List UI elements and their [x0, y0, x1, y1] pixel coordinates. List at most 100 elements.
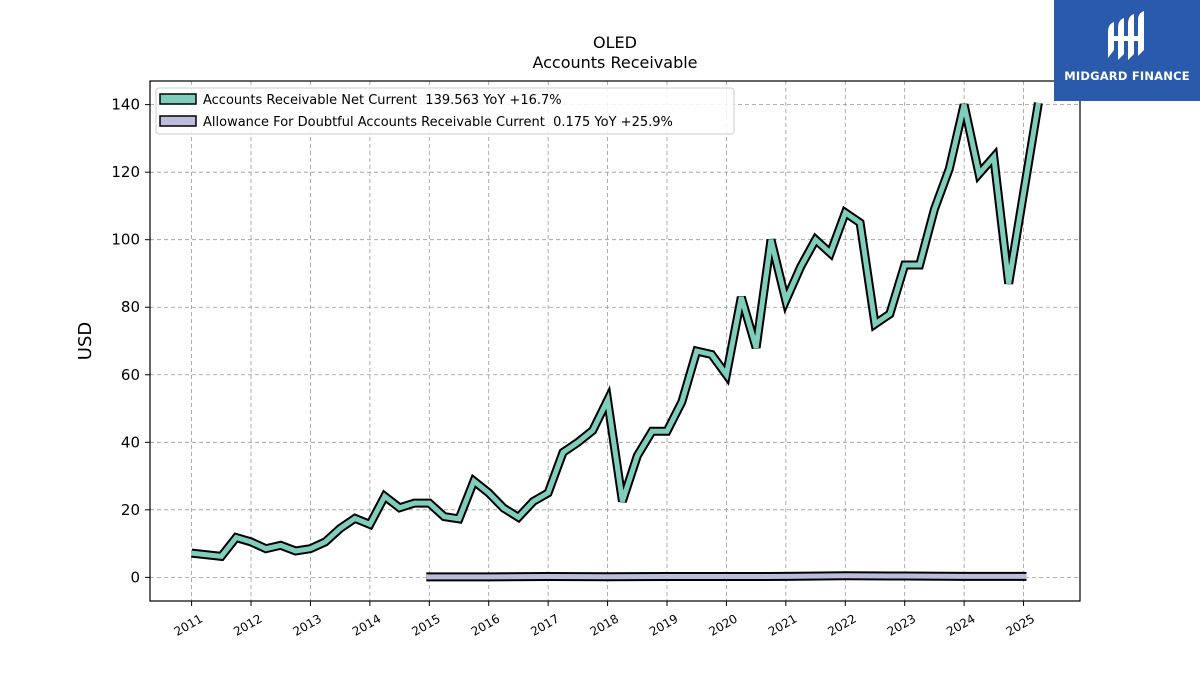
data-point [874, 323, 876, 325]
data-point [993, 156, 995, 158]
x-tick-label: 2017 [528, 611, 561, 638]
data-point [1026, 576, 1028, 578]
data-point [651, 430, 653, 432]
legend-label-receivable: Accounts Receivable Net Current 139.563 … [203, 93, 562, 108]
data-point [607, 576, 609, 578]
data-point [547, 576, 549, 578]
data-point [889, 313, 891, 315]
series-group-1 [426, 571, 1028, 582]
data-point [859, 222, 861, 224]
data-point [384, 496, 386, 498]
series-lines [191, 102, 1043, 582]
legend-swatch-allowance [159, 115, 197, 127]
data-point [666, 430, 668, 432]
y-tick-label: 140 [111, 96, 140, 114]
data-point [547, 492, 549, 494]
data-point [845, 575, 847, 577]
y-tick-label: 40 [121, 433, 140, 451]
legend-label-allowance: Allowance For Doubtful Accounts Receivab… [203, 115, 673, 130]
data-point [518, 517, 520, 519]
x-tick-label: 2020 [706, 611, 739, 638]
data-point [429, 502, 431, 504]
data-point [845, 212, 847, 214]
data-point [562, 452, 564, 454]
y-tick-label: 100 [111, 231, 140, 249]
y-tick-label: 0 [130, 568, 140, 586]
x-tick-label: 2021 [766, 611, 799, 638]
x-tick-label: 2022 [825, 611, 858, 638]
brand-logo: MIDGARD FINANCE [1054, 0, 1200, 101]
chart-subtitle: Accounts Receivable [532, 53, 697, 72]
data-point [339, 528, 341, 530]
data-point [503, 507, 505, 509]
data-point [711, 354, 713, 356]
x-tick-label: 2011 [172, 611, 205, 638]
data-point [1008, 283, 1010, 285]
data-point [607, 399, 609, 401]
data-point [221, 556, 223, 558]
logo-text: MIDGARD FINANCE [1064, 69, 1190, 83]
data-point [235, 537, 237, 539]
data-point [280, 545, 282, 547]
data-point [399, 507, 401, 509]
x-tick-label: 2024 [944, 611, 977, 638]
data-point [770, 239, 772, 241]
x-axis: 2011 2012 2013 2014 2015 2016 2017 2018 2019 2020… [172, 601, 1037, 639]
data-point [785, 300, 787, 302]
legend: Accounts Receivable Net Current 139.563 … [155, 87, 735, 135]
plot-frame [149, 80, 1081, 602]
y-tick-label: 20 [121, 501, 140, 519]
data-point [577, 442, 579, 444]
data-point [458, 518, 460, 520]
data-point [354, 518, 356, 520]
data-point [488, 576, 490, 578]
data-point [726, 576, 728, 578]
y-axis: 0 20 40 60 80 100 120 140 [111, 96, 150, 586]
data-point [592, 430, 594, 432]
data-point [830, 252, 832, 254]
data-point [295, 550, 297, 552]
data-point [741, 296, 743, 298]
series-group-0 [191, 102, 1043, 562]
data-point [250, 541, 252, 543]
x-tick-label: 2014 [350, 611, 383, 638]
x-tick-label: 2023 [885, 611, 918, 638]
data-point [681, 401, 683, 403]
data-point [815, 239, 817, 241]
x-tick-label: 2025 [1004, 611, 1037, 638]
data-point [622, 501, 624, 503]
x-tick-label: 2018 [588, 611, 621, 638]
data-point [414, 502, 416, 504]
data-point [934, 209, 936, 211]
series-line-1 [426, 573, 1027, 580]
data-point [919, 264, 921, 266]
data-point [696, 350, 698, 352]
x-tick-label: 2019 [647, 611, 680, 638]
data-point [325, 541, 327, 543]
data-point [963, 576, 965, 578]
midgard-logo-icon [1108, 11, 1144, 60]
y-tick-label: 80 [121, 298, 140, 316]
gridlines [150, 81, 1080, 601]
data-point [443, 516, 445, 518]
data-point [949, 168, 951, 170]
y-tick-label: 60 [121, 366, 140, 384]
data-point [265, 548, 267, 550]
data-point [785, 576, 787, 578]
data-point [904, 264, 906, 266]
data-point [637, 455, 639, 457]
data-point [963, 104, 965, 106]
data-point [755, 347, 757, 349]
data-point [726, 374, 728, 376]
y-axis-label: USD [75, 322, 96, 360]
data-point [369, 524, 371, 526]
legend-swatch-receivable [159, 93, 197, 105]
data-point [904, 575, 906, 577]
series-line-0 [191, 102, 1041, 560]
data-point [191, 552, 193, 554]
data-point [310, 548, 312, 550]
legend-box [155, 87, 735, 135]
x-tick-label: 2012 [231, 611, 264, 638]
y-tick-label: 120 [111, 163, 140, 181]
